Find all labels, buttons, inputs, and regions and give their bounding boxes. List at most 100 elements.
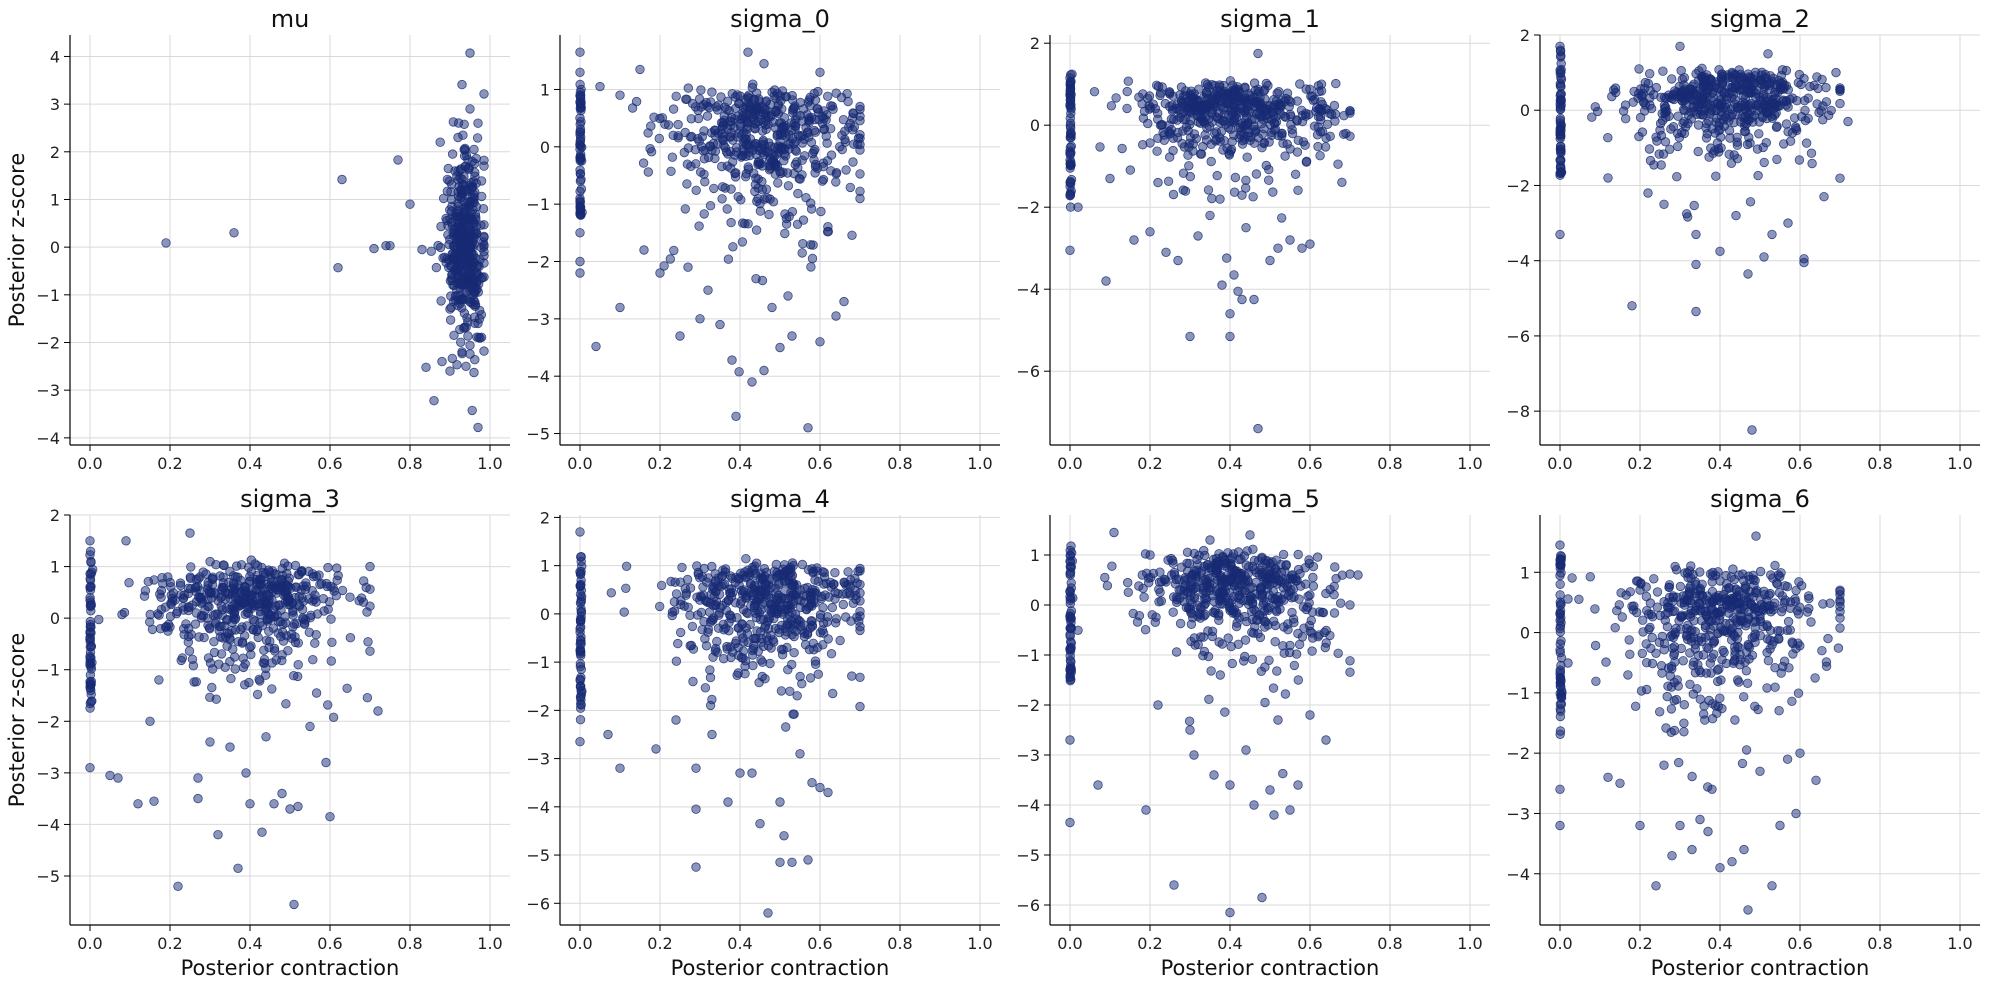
- data-point: [285, 804, 295, 814]
- x-tick-label: 0.0: [1057, 934, 1082, 953]
- y-tick-label: 0: [50, 609, 60, 628]
- data-point: [826, 649, 837, 659]
- data-point: [691, 185, 701, 196]
- x-tick-label: 0.0: [1057, 454, 1082, 473]
- data-point: [1263, 605, 1273, 616]
- data-point: [1678, 656, 1688, 666]
- data-point: [1236, 580, 1246, 590]
- data-point: [595, 81, 605, 92]
- data-point: [1240, 183, 1251, 193]
- y-tick-label: −6: [1016, 362, 1040, 381]
- data-point: [619, 607, 629, 617]
- x-tick-label: 1.0: [477, 454, 502, 473]
- data-point: [1658, 149, 1669, 159]
- data-point: [1706, 668, 1716, 678]
- data-point: [1117, 143, 1127, 154]
- data-point: [1590, 604, 1600, 614]
- data-point: [1556, 676, 1566, 686]
- data-point: [1654, 707, 1665, 717]
- data-point: [289, 899, 299, 910]
- data-point: [575, 113, 585, 123]
- data-point: [472, 133, 483, 143]
- data-point: [710, 125, 720, 135]
- data-point: [449, 280, 459, 291]
- data-point: [1712, 676, 1723, 687]
- data-point: [1102, 581, 1113, 591]
- data-point: [1240, 635, 1251, 645]
- data-point: [1649, 574, 1659, 584]
- data-point: [167, 596, 178, 606]
- data-point: [1065, 735, 1075, 745]
- y-tick-label: 2: [1030, 34, 1040, 53]
- data-point: [459, 119, 469, 130]
- data-point: [730, 103, 741, 114]
- scatter-points: [85, 528, 383, 910]
- data-point: [1261, 111, 1271, 121]
- y-tick-label: 0: [540, 138, 550, 157]
- x-tick-label: 0.4: [237, 454, 262, 473]
- data-point: [1178, 185, 1189, 195]
- data-point: [1208, 99, 1219, 109]
- data-point: [776, 96, 786, 106]
- data-point: [1237, 294, 1247, 305]
- data-point: [1627, 301, 1637, 311]
- data-point: [1635, 84, 1646, 94]
- x-tick-label: 0.0: [1547, 454, 1572, 473]
- data-point: [727, 355, 737, 365]
- data-point: [85, 763, 95, 773]
- data-point: [1673, 757, 1684, 768]
- data-point: [1335, 598, 1346, 608]
- data-point: [1093, 780, 1103, 790]
- data-point: [1154, 584, 1164, 595]
- data-point: [575, 47, 585, 57]
- data-point: [323, 604, 333, 615]
- data-point: [1145, 227, 1155, 237]
- data-point: [479, 155, 489, 166]
- data-point: [673, 119, 683, 130]
- data-point: [216, 649, 227, 659]
- data-point: [193, 793, 203, 804]
- data-point: [754, 156, 764, 167]
- data-point: [417, 244, 427, 255]
- data-point: [781, 722, 791, 732]
- data-point: [1733, 102, 1743, 113]
- data-point: [1229, 270, 1239, 280]
- data-point: [300, 615, 311, 625]
- data-point: [1248, 192, 1258, 202]
- data-point: [289, 671, 299, 681]
- data-point: [1249, 800, 1259, 810]
- data-point: [471, 153, 482, 164]
- data-point: [1329, 581, 1339, 592]
- data-point: [1168, 607, 1178, 617]
- data-point: [1281, 560, 1292, 570]
- data-point: [441, 213, 451, 224]
- data-point: [261, 635, 272, 646]
- data-point: [1243, 88, 1254, 99]
- data-point: [1821, 82, 1831, 93]
- data-point: [731, 168, 741, 178]
- data-point: [723, 797, 733, 807]
- y-tick-label: −6: [526, 894, 550, 913]
- data-point: [281, 699, 291, 709]
- data-point: [828, 104, 838, 115]
- y-tick-label: −4: [1016, 796, 1040, 815]
- data-point: [1752, 144, 1763, 154]
- data-point: [1269, 810, 1279, 820]
- data-point: [774, 624, 784, 634]
- data-point: [792, 219, 803, 230]
- y-tick-label: 3: [50, 95, 60, 114]
- data-point: [1123, 76, 1134, 86]
- data-point: [1689, 200, 1699, 211]
- y-tick-label: −3: [36, 381, 60, 400]
- data-point: [1203, 185, 1214, 195]
- data-point: [755, 819, 765, 829]
- data-point: [1164, 152, 1175, 162]
- data-point: [1065, 817, 1075, 828]
- y-tick-label: 2: [540, 508, 550, 527]
- y-tick-label: 2: [50, 506, 60, 525]
- data-point: [1783, 218, 1793, 228]
- data-point: [1184, 558, 1194, 569]
- data-point: [307, 586, 317, 596]
- data-point: [328, 583, 338, 593]
- data-point: [1661, 723, 1671, 733]
